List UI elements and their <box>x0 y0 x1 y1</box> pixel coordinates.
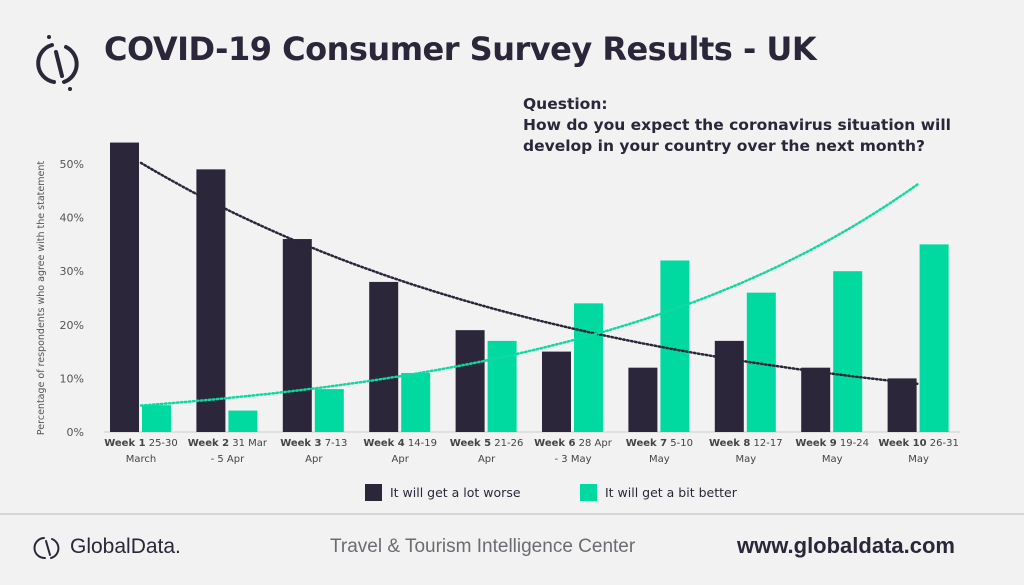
y-tick-label: 0% <box>67 426 84 439</box>
bar-worse <box>282 239 312 432</box>
x-tick-dates: 28 Apr <box>575 438 612 449</box>
x-tick-week: Week 4 <box>363 438 404 449</box>
bar-worse <box>110 142 139 432</box>
question-label: Question: <box>523 95 608 113</box>
x-tick-label-line2: May <box>649 454 670 465</box>
x-tick-dates: 7-13 <box>322 438 348 449</box>
bar-better <box>660 260 690 432</box>
bar-better <box>142 405 171 432</box>
bar-worse <box>542 351 571 432</box>
footer-divider <box>0 513 1024 515</box>
page-title: COVID-19 Consumer Survey Results - UK <box>104 30 817 68</box>
x-tick-dates: 21-26 <box>491 438 523 449</box>
x-tick-week: Week 9 <box>795 438 836 449</box>
x-tick-label: Week 2 31 Mar <box>188 438 268 449</box>
bar-better <box>919 244 949 432</box>
legend-swatch <box>580 484 597 501</box>
y-tick-label: 50% <box>60 158 84 171</box>
x-tick-week: Week 5 <box>450 438 491 449</box>
x-tick-week: Week 6 <box>534 438 575 449</box>
x-tick-label-line2: March <box>126 454 156 465</box>
x-tick-dates: 26-31 <box>927 438 959 449</box>
globaldata-logo-icon <box>36 35 79 91</box>
y-tick-label: 10% <box>60 372 84 385</box>
x-tick-label: Week 7 5-10 <box>626 438 693 449</box>
y-tick-label: 20% <box>60 319 84 332</box>
bar-worse <box>196 169 226 433</box>
x-tick-week: Week 7 <box>626 438 667 449</box>
x-tick-label: Week 9 19-24 <box>795 438 869 449</box>
x-tick-label-line2: Apr <box>478 454 496 465</box>
legend-swatch <box>365 484 382 501</box>
x-tick-week: Week 3 <box>280 438 321 449</box>
x-tick-dates: 25-30 <box>146 438 178 449</box>
x-tick-label-line2: May <box>735 454 756 465</box>
footer-logo-icon <box>33 537 60 560</box>
y-axis-label: Percentage of respondents who agree with… <box>36 161 47 435</box>
x-tick-week: Week 2 <box>188 438 229 449</box>
x-tick-dates: 14-19 <box>405 438 437 449</box>
x-tick-label: Week 3 7-13 <box>280 438 347 449</box>
x-tick-label: Week 10 26-31 <box>878 438 959 449</box>
bar-worse <box>628 367 658 432</box>
x-tick-dates: 31 Mar <box>229 438 268 449</box>
x-tick-week: Week 1 <box>104 438 145 449</box>
bar-worse <box>714 340 744 432</box>
bar-better <box>228 410 258 432</box>
legend-label: It will get a lot worse <box>390 485 521 500</box>
x-tick-week: Week 10 <box>878 438 926 449</box>
x-tick-dates: 12-17 <box>750 438 782 449</box>
bar-better <box>314 389 344 432</box>
x-tick-label: Week 8 12-17 <box>709 438 783 449</box>
trendline-worse <box>139 161 920 386</box>
x-tick-label: Week 6 28 Apr <box>534 438 613 449</box>
bar-worse <box>801 367 831 432</box>
x-tick-label-line2: - 5 Apr <box>211 454 246 465</box>
x-tick-dates: 5-10 <box>667 438 693 449</box>
bar-worse <box>369 281 399 432</box>
x-tick-label-line2: Apr <box>305 454 323 465</box>
y-tick-label: 40% <box>60 212 84 225</box>
x-tick-label-line2: Apr <box>392 454 410 465</box>
x-tick-label: Week 4 14-19 <box>363 438 437 449</box>
footer-center-name: Travel & Tourism Intelligence Center <box>330 536 636 557</box>
bar-better <box>401 373 431 432</box>
bar-better <box>574 303 603 432</box>
x-tick-label: Week 1 25-30 <box>104 438 178 449</box>
question-line-1: How do you expect the coronavirus situat… <box>523 116 951 134</box>
bar-worse <box>887 378 917 432</box>
trendline-better <box>139 182 920 407</box>
x-tick-week: Week 8 <box>709 438 750 449</box>
x-tick-label-line2: May <box>908 454 929 465</box>
y-tick-label: 30% <box>60 265 84 278</box>
x-tick-label-line2: May <box>822 454 843 465</box>
bar-better <box>833 271 863 432</box>
footer-url-link[interactable]: www.globaldata.com <box>737 533 955 558</box>
question-line-2: develop in your country over the next mo… <box>523 137 925 155</box>
x-tick-label-line2: - 3 May <box>554 454 591 465</box>
x-tick-label: Week 5 21-26 <box>450 438 524 449</box>
x-tick-dates: 19-24 <box>837 438 869 449</box>
question-text: Question: How do you expect the coronavi… <box>523 94 951 157</box>
bar-worse <box>455 330 485 432</box>
legend-label: It will get a bit better <box>605 485 738 500</box>
footer-brand: GlobalData. <box>70 535 181 558</box>
